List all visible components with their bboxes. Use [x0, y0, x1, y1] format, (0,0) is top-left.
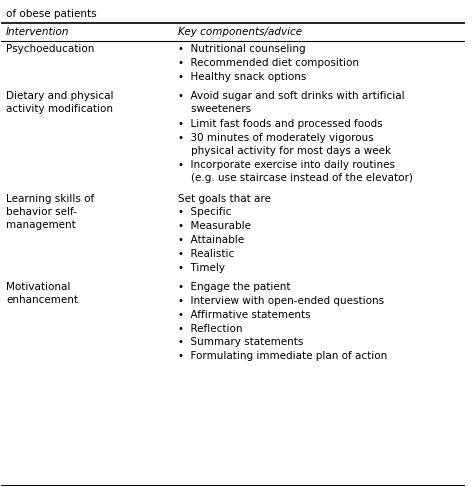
Text: •  Summary statements: • Summary statements [178, 337, 303, 347]
Text: •  Limit fast foods and processed foods: • Limit fast foods and processed foods [178, 119, 383, 129]
Text: •  Affirmative statements: • Affirmative statements [178, 310, 310, 320]
Text: •  Realistic: • Realistic [178, 249, 234, 259]
Text: •  Specific: • Specific [178, 207, 231, 217]
Text: •  Avoid sugar and soft drinks with artificial
    sweeteners: • Avoid sugar and soft drinks with artif… [178, 91, 404, 114]
Text: •  30 minutes of moderately vigorous
    physical activity for most days a week: • 30 minutes of moderately vigorous phys… [178, 132, 391, 156]
Text: Set goals that are: Set goals that are [178, 194, 271, 204]
Text: Dietary and physical
activity modification: Dietary and physical activity modificati… [6, 91, 114, 114]
Text: •  Nutritional counseling: • Nutritional counseling [178, 44, 305, 54]
Text: •  Reflection: • Reflection [178, 324, 242, 334]
Text: •  Measurable: • Measurable [178, 221, 251, 231]
Text: Intervention: Intervention [6, 27, 70, 37]
Text: Learning skills of
behavior self-
management: Learning skills of behavior self- manage… [6, 194, 94, 230]
Text: of obese patients: of obese patients [6, 9, 97, 19]
Text: Psychoeducation: Psychoeducation [6, 44, 94, 54]
Text: Motivational
enhancement: Motivational enhancement [6, 282, 78, 305]
Text: •  Incorporate exercise into daily routines
    (e.g. use staircase instead of t: • Incorporate exercise into daily routin… [178, 160, 413, 184]
Text: •  Healthy snack options: • Healthy snack options [178, 72, 306, 82]
Text: •  Timely: • Timely [178, 262, 225, 273]
Text: Key components/advice: Key components/advice [178, 27, 302, 37]
Text: •  Engage the patient: • Engage the patient [178, 282, 290, 292]
Text: •  Attainable: • Attainable [178, 235, 244, 245]
Text: •  Recommended diet composition: • Recommended diet composition [178, 58, 359, 68]
Text: •  Formulating immediate plan of action: • Formulating immediate plan of action [178, 351, 387, 361]
Text: •  Interview with open-ended questions: • Interview with open-ended questions [178, 296, 384, 306]
